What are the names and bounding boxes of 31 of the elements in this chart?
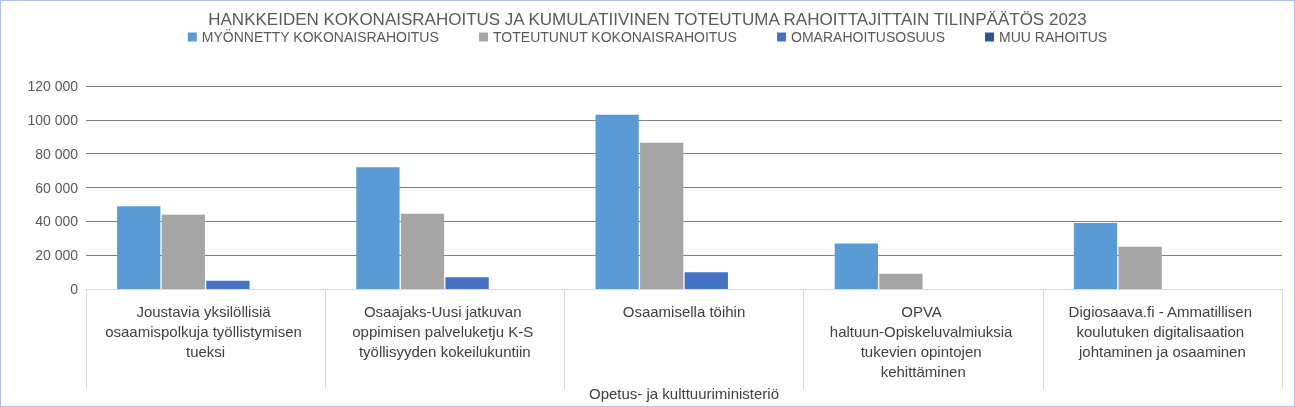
bar <box>1073 223 1118 290</box>
bar <box>879 273 923 290</box>
y-tick-label: 80 000 <box>35 145 79 162</box>
bar <box>117 206 161 290</box>
x-tick-label: Osaajaks-Uusi jatkuvan oppimisen palveluketju K-S työllisyyden kokeilukuntiin <box>352 302 538 360</box>
y-tick-label: 120 000 <box>27 78 79 94</box>
legend-label: OMARAHOITUSOSUUS <box>791 29 946 45</box>
bar <box>1118 246 1162 290</box>
y-tick-label: 20 000 <box>35 247 79 264</box>
bar <box>834 243 878 290</box>
x-axis-title: Opetus- ja kulttuuriministeriö <box>588 385 780 402</box>
y-tick-label: 60 000 <box>35 179 79 196</box>
legend-label: MYÖNNETTY KOKONAISRAHOITUS <box>201 28 439 45</box>
legend-label: MUU RAHOITUS <box>999 29 1108 45</box>
y-tick-label: 40 000 <box>35 213 79 230</box>
bar <box>206 280 250 290</box>
bar <box>356 167 400 290</box>
x-tick-label: Digiosaava.fi - Ammatillisen koulutuken digitalisaation johtaminen ja osaaminen <box>1068 302 1257 360</box>
legend-label: TOTEUTUNUT KOKONAISRAHOITUS <box>493 29 737 45</box>
bar <box>400 213 445 290</box>
x-tick-label: Osaamisella töihin <box>622 302 746 320</box>
bar <box>684 272 728 290</box>
x-tick-label: OPVA haltuun-Opiskeluvalmiuksia tukevien opintojen kehittäminen <box>829 302 1017 380</box>
y-tick-label: 100 000 <box>27 111 79 128</box>
chart-title: HANKKEIDEN KOKONAISRAHOITUS JA KUMULATIIVINEN TOTEUTUMA RAHOITTAJITTAIN TILINPÄÄTÖS 2023 <box>208 10 1087 29</box>
bar <box>445 277 489 290</box>
bar <box>161 214 205 290</box>
bar <box>595 114 639 290</box>
y-tick-label: 0 <box>70 281 79 298</box>
bar <box>640 142 684 290</box>
x-tick-label: Joustavia yksilöllisiä osaamispolkuja työllistymisen tueksi <box>105 302 307 360</box>
